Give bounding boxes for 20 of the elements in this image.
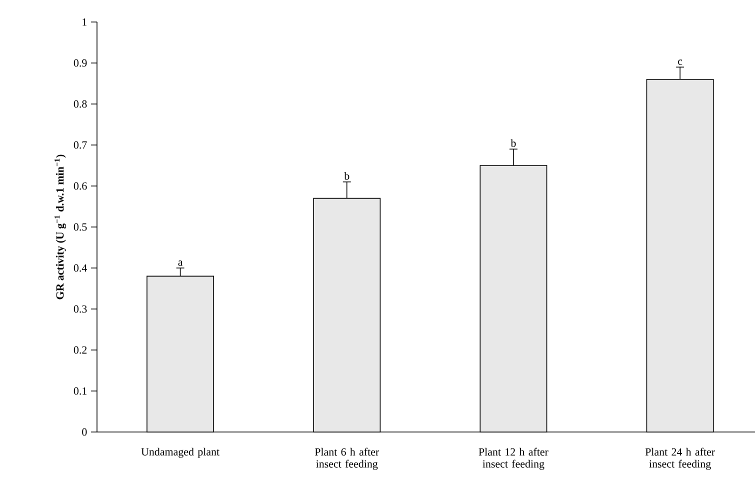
y-tick-label: 0.8	[74, 100, 87, 108]
y-tick-label: 0.1	[74, 387, 87, 395]
y-axis-title: GR activity (U g$^{−1}$ d.w.1 min$^{−1}$)	[54, 154, 66, 300]
y-tick-label: 0.4	[74, 264, 88, 272]
x-tick-label: Undamaged plant	[141, 448, 220, 458]
y-tick-label: 0.9	[74, 59, 87, 67]
y-tick-label: 0.5	[74, 223, 87, 231]
annotation: b	[344, 172, 350, 180]
x-tick-label: Plant 6 h after insect feeding	[314, 448, 380, 470]
x-tick-label: Plant 24 h after insect feeding	[645, 448, 715, 470]
y-tick-label: 0.6	[74, 182, 87, 190]
annotation: a	[178, 260, 183, 266]
y-tick-label: 0	[82, 428, 87, 436]
x-tick-label: Plant 12 h after insect feeding	[478, 448, 548, 470]
y-tick-label: 1	[82, 18, 87, 26]
y-tick-label: 0.3	[74, 305, 87, 313]
y-tick-label: 0.7	[74, 141, 87, 149]
annotation: c	[678, 60, 682, 65]
annotation: b	[510, 139, 516, 147]
y-tick-label: 0.2	[74, 346, 87, 354]
